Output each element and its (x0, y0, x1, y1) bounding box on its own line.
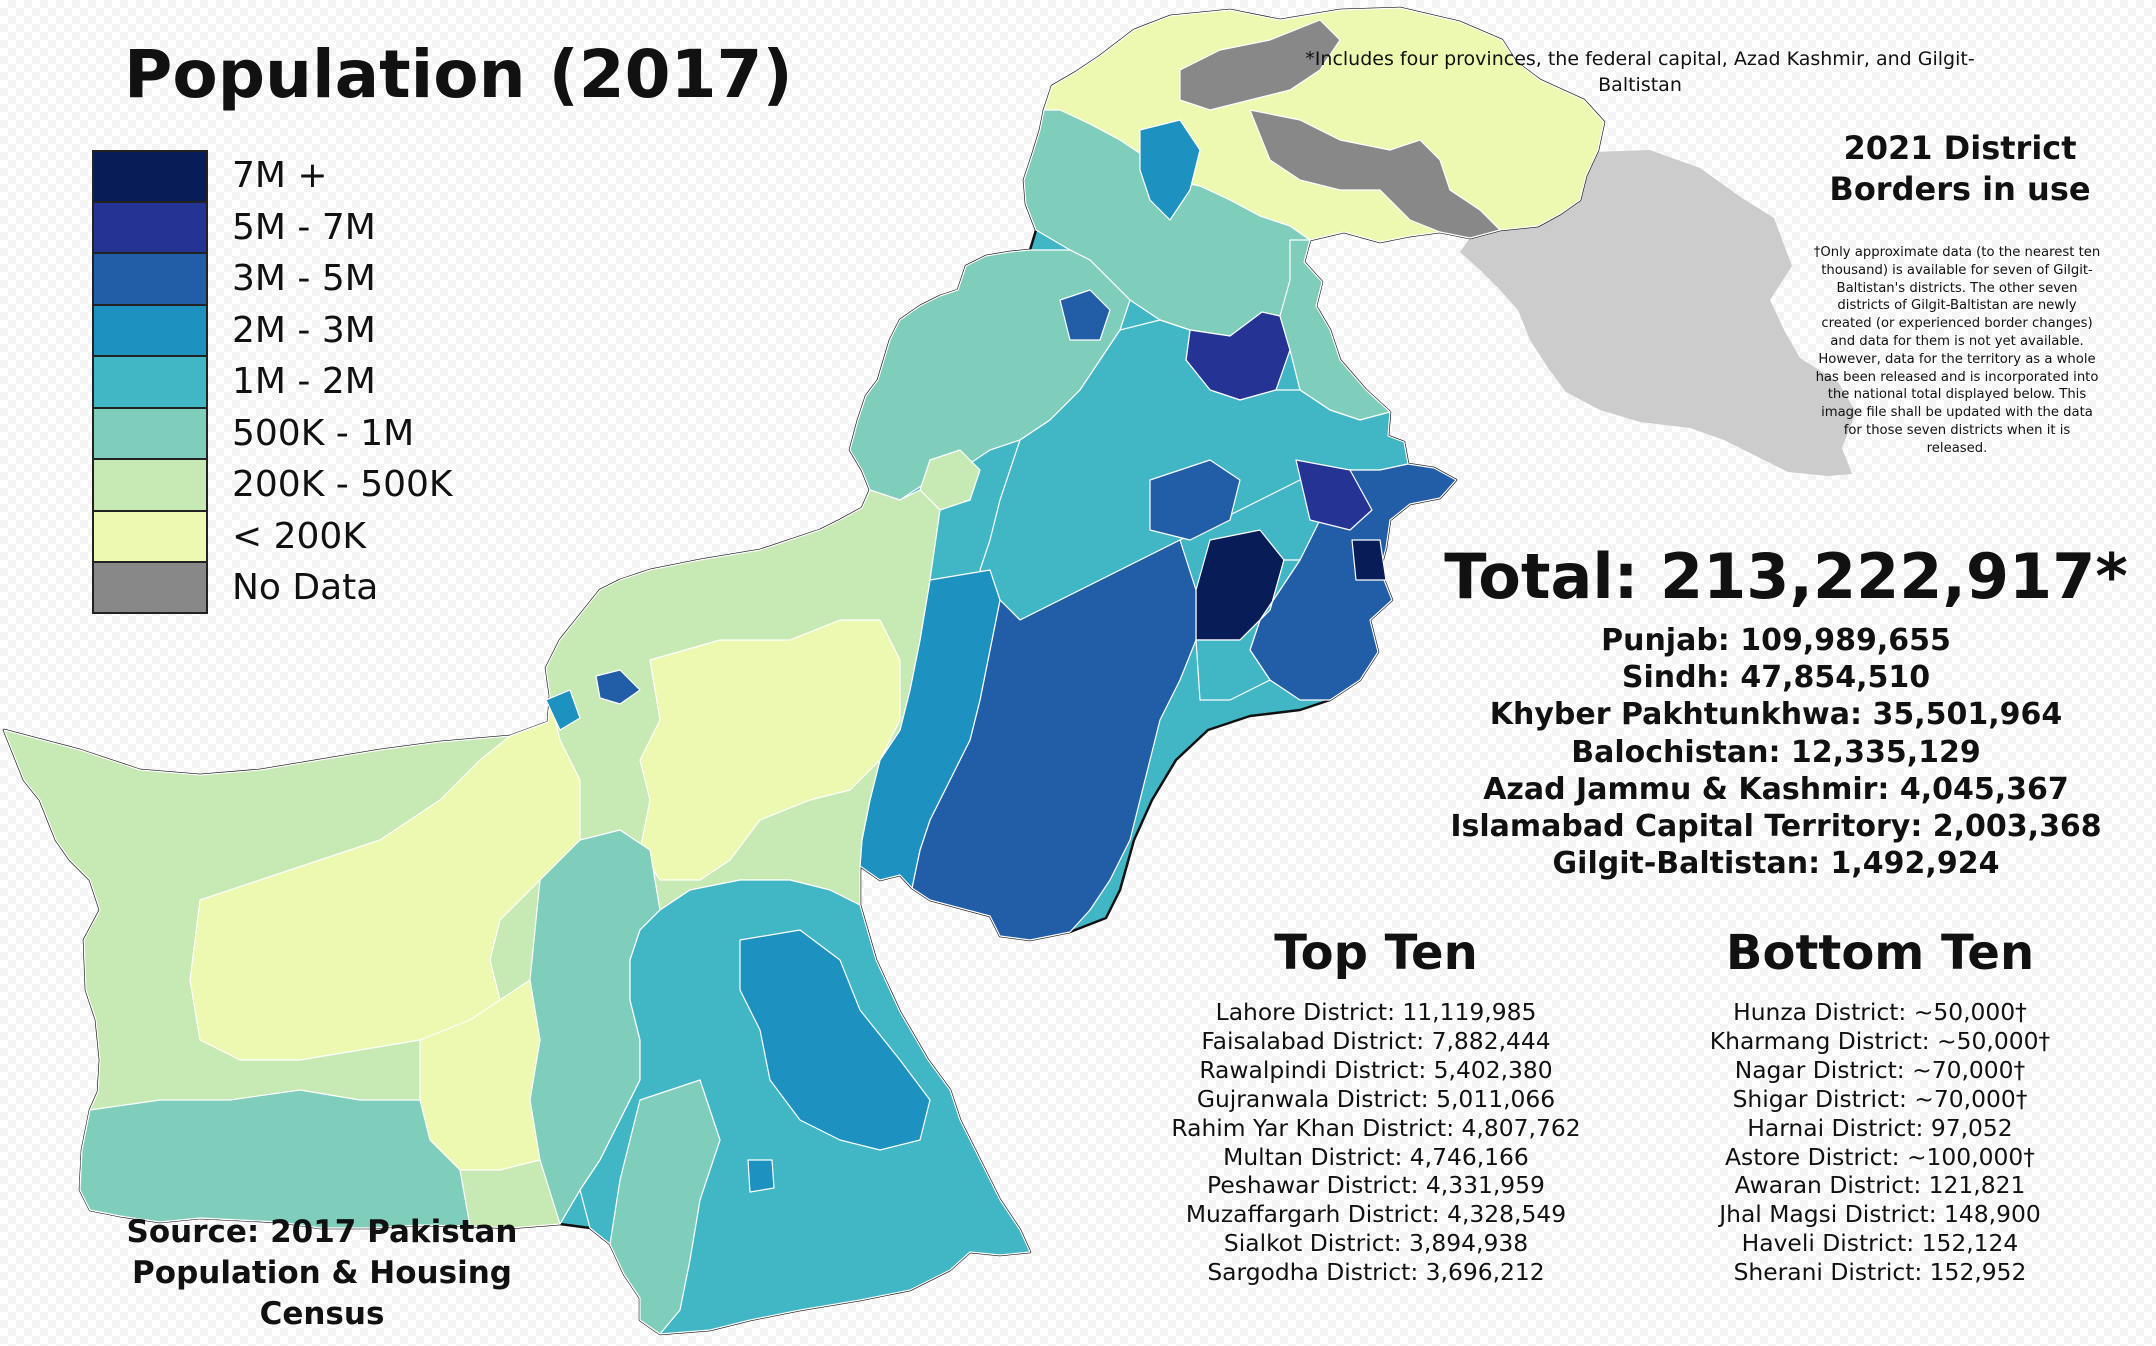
bottom-ten-list: Hunza District: ~50,000† Kharmang Distri… (1620, 998, 2140, 1287)
list-item: Jhal Magsi District: 148,900 (1719, 1200, 2041, 1229)
region-sindh-green (609, 1079, 721, 1335)
top-ten-list: Lahore District: 11,119,985 Faisalabad D… (1116, 998, 1636, 1287)
legend-label: 1M - 2M (232, 361, 376, 403)
legend-label: No Data (232, 567, 379, 609)
legend-item: 200K - 500K (92, 459, 453, 511)
region-lahore (1351, 539, 1387, 581)
province-total: Khyber Pakhtunkhwa: 35,501,964 (1489, 697, 2063, 733)
legend-swatch (92, 459, 208, 511)
legend-item: 3M - 5M (92, 253, 453, 305)
legend-item: < 200K (92, 510, 453, 562)
legend-swatch (92, 150, 208, 202)
legend-label: 7M + (232, 155, 328, 197)
region-balochistan-green-coast (79, 1089, 471, 1229)
region-quetta (595, 669, 641, 705)
region-gujranwala (1295, 459, 1373, 531)
list-item: Sherani District: 152,952 (1733, 1258, 2027, 1287)
top-ten-title: Top Ten (1274, 925, 1478, 981)
legend-label: < 200K (232, 515, 366, 557)
outside-territory-region (1460, 150, 1856, 476)
scope-note: *Includes four provinces, the federal ca… (1305, 48, 1975, 96)
legend-item: 7M + (92, 150, 453, 202)
region-balochistan-blue (545, 689, 581, 731)
data-availability-note: †Only approximate data (to the nearest t… (1813, 245, 2101, 456)
legend-swatch (92, 201, 208, 253)
region-punjab-mid (1195, 559, 1301, 701)
legend-label: 3M - 5M (232, 258, 376, 300)
list-item: Nagar District: ~70,000† (1734, 1055, 2026, 1084)
legend-swatch (92, 356, 208, 408)
region-balochistan-yellow-north (639, 619, 901, 881)
list-item: Sargodha District: 3,696,212 (1207, 1258, 1545, 1287)
list-item: Sialkot District: 3,894,938 (1223, 1229, 1529, 1258)
legend-label: 5M - 7M (232, 206, 376, 248)
legend-swatch (92, 562, 208, 614)
legend-item: 1M - 2M (92, 356, 453, 408)
region-kp-central (1139, 119, 1201, 221)
list-item: Shigar District: ~70,000† (1732, 1084, 2028, 1113)
legend-item: 5M - 7M (92, 201, 453, 253)
bottom-ten-title: Bottom Ten (1725, 925, 2035, 981)
region-ajk (1279, 239, 1391, 421)
list-item: Awaran District: 121,821 (1734, 1171, 2026, 1200)
province-total: Gilgit-Baltistan: 1,492,924 (1552, 846, 2000, 882)
list-item: Multan District: 4,746,166 (1223, 1142, 1529, 1171)
legend-item: 500K - 1M (92, 407, 453, 459)
list-item: Rawalpindi District: 5,402,380 (1199, 1055, 1553, 1084)
map-legend: 7M + 5M - 7M 3M - 5M 2M - 3M 1M - 2M 500… (92, 150, 453, 614)
province-total: Punjab: 109,989,655 (1601, 623, 1951, 658)
region-kp-blue (1059, 289, 1111, 341)
map-title: Population (2017) (124, 36, 793, 113)
list-item: Muzaffargarh District: 4,328,549 (1185, 1200, 1567, 1229)
region-sindh-blue (739, 929, 931, 1151)
region-no-data-1 (1179, 19, 1341, 111)
legend-swatch (92, 304, 208, 356)
legend-item: No Data (92, 562, 453, 614)
legend-item: 2M - 3M (92, 304, 453, 356)
borders-note: 2021 District Borders in use (1829, 129, 2091, 208)
list-item: Hunza District: ~50,000† (1733, 998, 2027, 1026)
legend-label: 200K - 500K (232, 464, 453, 506)
legend-label: 500K - 1M (232, 412, 415, 454)
legend-label: 2M - 3M (232, 309, 376, 351)
list-item: Faisalabad District: 7,882,444 (1201, 1026, 1551, 1055)
list-item: Peshawar District: 4,331,959 (1207, 1171, 1545, 1200)
list-item: Harnai District: 97,052 (1747, 1113, 2013, 1142)
region-hyderabad (747, 1159, 775, 1193)
province-total: Balochistan: 12,335,129 (1571, 734, 1981, 770)
region-kp-south (849, 249, 1131, 501)
province-total: Islamabad Capital Territory: 2,003,368 (1450, 809, 2102, 845)
list-item: Lahore District: 11,119,985 (1215, 998, 1537, 1026)
province-total: Azad Jammu & Kashmir: 4,045,367 (1483, 771, 2069, 807)
list-item: Astore District: ~100,000† (1725, 1142, 2035, 1171)
legend-swatch (92, 407, 208, 459)
legend-swatch (92, 510, 208, 562)
source-note: Source: 2017 Pakistan Population & Housi… (126, 1214, 518, 1332)
region-no-data-2 (1249, 109, 1501, 239)
region-sargodha (1149, 459, 1241, 541)
total-population: Total: 213,222,917* (1444, 540, 2128, 613)
legend-swatch (92, 253, 208, 305)
list-item: Rahim Yar Khan District: 4,807,762 (1171, 1113, 1581, 1142)
province-total: Sindh: 47,854,510 (1621, 660, 1931, 696)
province-totals: Punjab: 109,989,655 Sindh: 47,854,510 Kh… (1376, 622, 2156, 882)
list-item: Haveli District: 152,124 (1741, 1229, 2019, 1258)
list-item: Gujranwala District: 5,011,066 (1196, 1084, 1556, 1113)
list-item: Kharmang District: ~50,000† (1709, 1026, 2051, 1055)
